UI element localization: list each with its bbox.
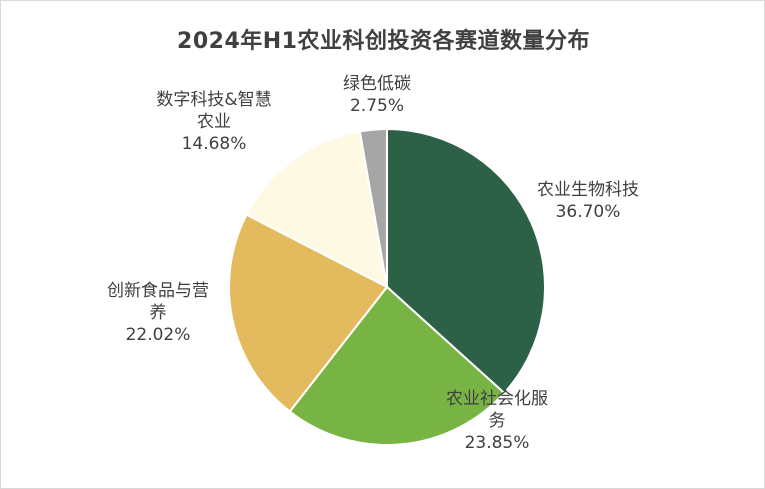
pie-slice bbox=[245, 130, 389, 289]
slice-percent-label: 36.70% bbox=[556, 202, 621, 222]
slice-percent-label: 2.75% bbox=[350, 96, 404, 116]
slice-category-label: 创新食品与营 bbox=[107, 281, 209, 301]
slice-data-label: 创新食品与营养 22.02% bbox=[107, 281, 209, 345]
pie-slice bbox=[288, 285, 506, 446]
slice-category-label: 农业 bbox=[197, 112, 231, 132]
slice-percent-label: 14.68% bbox=[182, 134, 247, 154]
chart-title: 2024年H1农业科创投资各赛道数量分布 bbox=[177, 29, 590, 54]
slice-percent-label: 23.85% bbox=[465, 433, 530, 453]
pie-slice bbox=[358, 127, 388, 288]
slice-data-label: 农业生物科技 36.70% bbox=[537, 180, 639, 222]
slice-category-label: 农业生物科技 bbox=[537, 180, 639, 200]
slice-data-label: 绿色低碳 2.75% bbox=[343, 74, 411, 116]
slice-category-label: 养 bbox=[150, 303, 167, 323]
slice-category-label: 务 bbox=[489, 411, 506, 431]
pie-slice bbox=[228, 213, 389, 413]
slice-category-label: 数字科技&智慧 bbox=[156, 90, 271, 110]
slice-percent-label: 22.02% bbox=[126, 325, 191, 345]
slice-data-label: 农业社会化服务 23.85% bbox=[446, 389, 548, 453]
slice-category-label: 农业社会化服 bbox=[446, 389, 548, 409]
pie-slice bbox=[386, 127, 546, 395]
slice-category-label: 绿色低碳 bbox=[343, 74, 411, 94]
slice-data-label: 数字科技&智慧农业 14.68% bbox=[156, 90, 271, 154]
